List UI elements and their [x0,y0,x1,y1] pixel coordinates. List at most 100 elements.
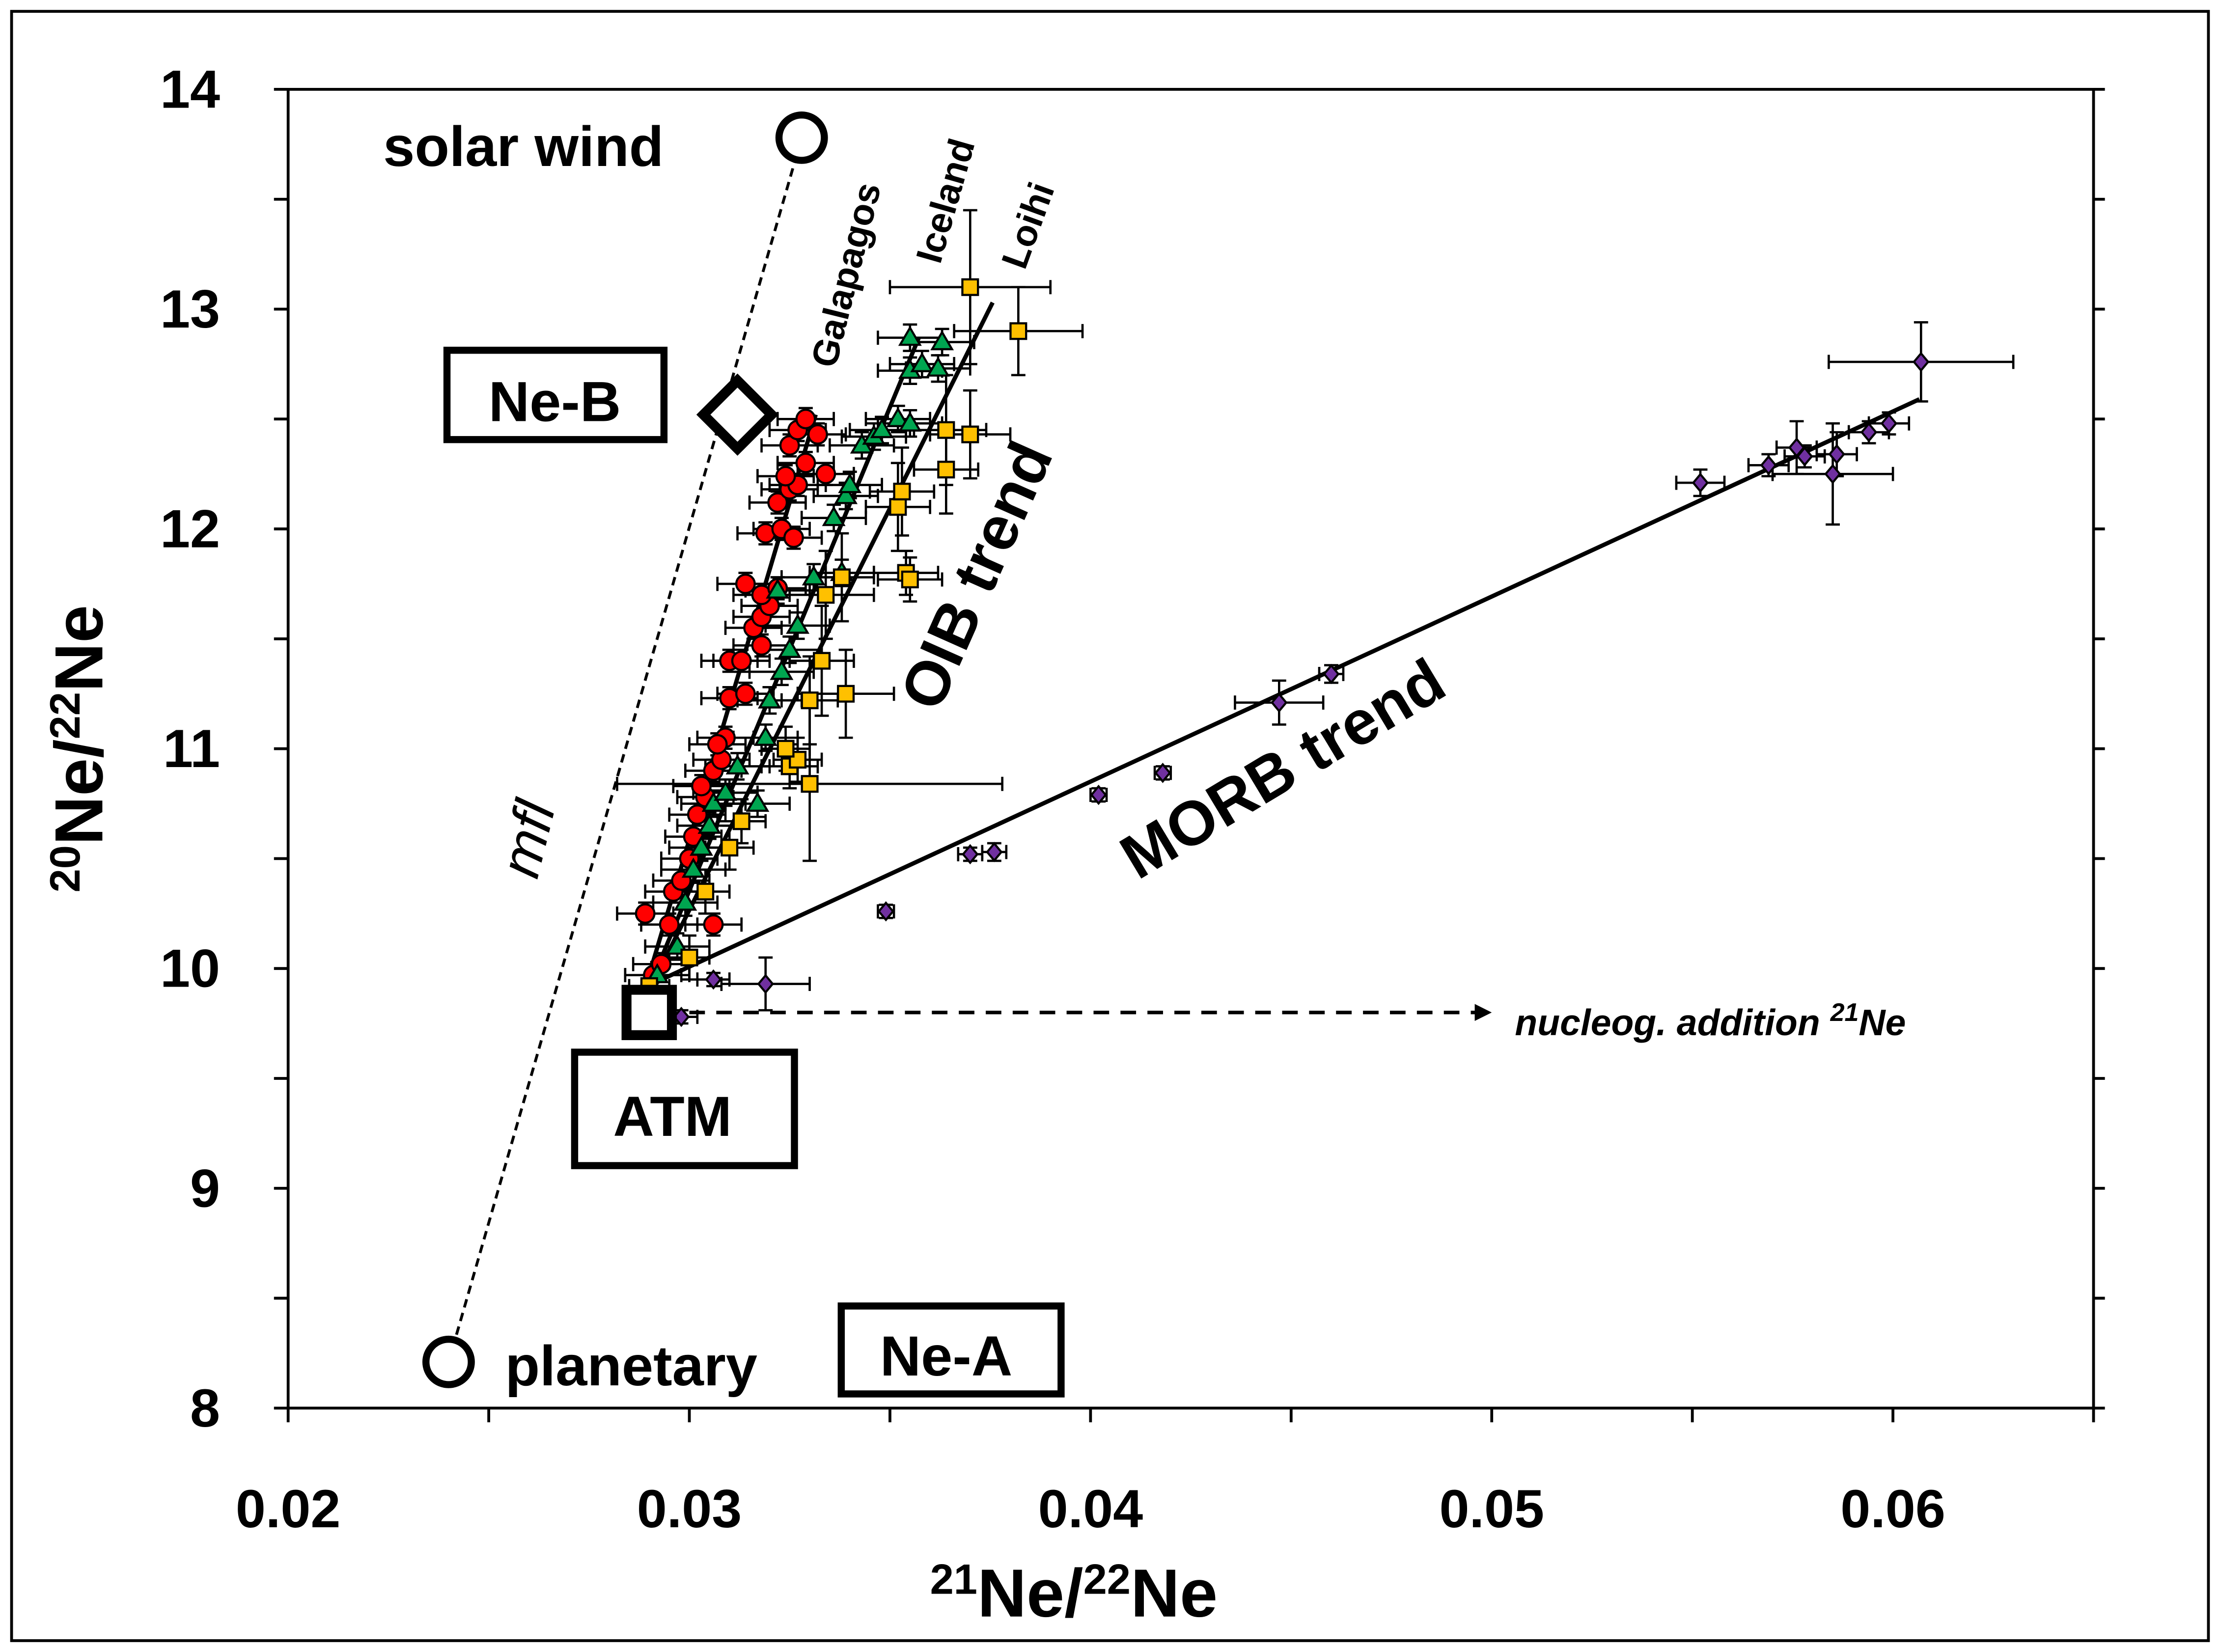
axis-ticks [274,88,2105,1423]
galapagos-point [659,914,680,935]
atm-box [571,1048,798,1169]
morb-point [1824,464,1841,484]
arrow-head-icon [1474,1004,1492,1021]
x-axis-title: 21Ne/22Ne [930,1556,1218,1631]
galapagos-point [783,527,804,548]
data-points [635,278,1930,1027]
loihi-point [801,775,819,793]
y-axis-title: 20Ne/22Ne [41,605,117,893]
morb-point [1323,663,1340,685]
galapagos-point [815,464,836,485]
nucleog-label: nucleog. addition 21Ne [1515,998,1906,1043]
loihi-point [777,740,795,758]
iceland-point [870,418,894,439]
x-tick-label: 0.03 [637,1479,742,1539]
loihi-point [837,685,855,703]
planetary-marker [422,1335,475,1388]
morb-point [1880,413,1898,434]
iceland-point [766,578,790,599]
loihi-point [721,838,739,857]
loihi-point [696,882,715,901]
iceland-point [701,792,725,812]
iceland-point [930,330,954,351]
loihi-point [1009,322,1027,340]
loihi-point [961,425,979,443]
loihi-point [893,482,911,501]
y-tick-label: 8 [190,1378,220,1438]
iceland-point [886,407,910,427]
loihi-point [901,570,919,589]
figure-frame [10,10,2210,1642]
iceland-point [910,352,934,372]
galapagos-point [683,826,704,847]
galapagos-point [735,683,756,704]
x-tick-label: 0.05 [1439,1479,1544,1539]
iceland-point [746,792,770,812]
iceland-point [714,780,738,801]
iceland-point [822,506,846,526]
ne-a-box [837,1302,1065,1398]
iceland-point [697,813,722,834]
galapagos-point [703,914,724,935]
iceland-point [673,890,697,911]
loihi-point [937,461,955,479]
y-tick-label: 9 [190,1158,220,1218]
loihi-point [832,568,851,586]
morb-point [1828,444,1845,465]
galapagos-point [731,650,752,671]
y-tick-label: 14 [160,59,220,119]
iceland-point [898,411,922,432]
ne-b-diamond-marker [696,373,779,456]
y-tick-label: 11 [163,719,220,779]
morb-point [705,969,722,990]
morb-point [1692,472,1709,493]
loihi-point [937,421,955,439]
iceland-point [898,326,922,346]
iceland-point [802,565,826,586]
iceland-point [753,725,777,746]
atm-square-marker [621,985,677,1041]
atm-label: ATM [613,1085,732,1148]
galapagos-point [795,409,816,430]
loihi-point [961,278,979,296]
iceland-point [757,688,781,709]
x-tick-label: 0.02 [236,1479,341,1539]
ne-b-label: Ne-B [489,370,621,434]
solar-wind-marker [775,111,828,164]
iceland-point [838,473,862,494]
ne-a-label: Ne-A [880,1324,1013,1388]
loihi-point [680,948,698,966]
planetary-label: planetary [505,1334,757,1398]
galapagos-point [635,903,656,924]
galapagos-point [691,775,712,797]
x-tick-label: 0.04 [1038,1479,1143,1539]
morb-point [877,901,895,922]
morb-point [757,973,774,994]
iceland-point [926,356,950,377]
morb-point [962,844,979,865]
galapagos-point [795,452,816,473]
morb-point [986,842,1003,862]
loihi-point [813,652,831,670]
morb-point [1796,446,1813,467]
iceland-point [770,660,794,680]
galapagos-point [767,492,788,513]
galapagos-point [807,424,828,445]
loihi-point [732,812,750,830]
loihi-error-bar [868,446,936,537]
loihi-trend-line [655,302,995,976]
morb-trend-line [656,397,1920,984]
iceland-point [725,754,749,775]
morb-point [1913,352,1930,372]
ne-b-box [443,347,668,443]
morb-point [1760,455,1777,475]
loihi-point [789,750,807,769]
galapagos-point [707,734,728,755]
x-tick-label: 0.06 [1840,1479,1945,1539]
morb-point [1271,692,1288,713]
morb-point [1090,784,1107,805]
iceland-point [690,835,714,856]
y-tick-label: 13 [160,279,220,339]
loihi-point [889,498,907,516]
